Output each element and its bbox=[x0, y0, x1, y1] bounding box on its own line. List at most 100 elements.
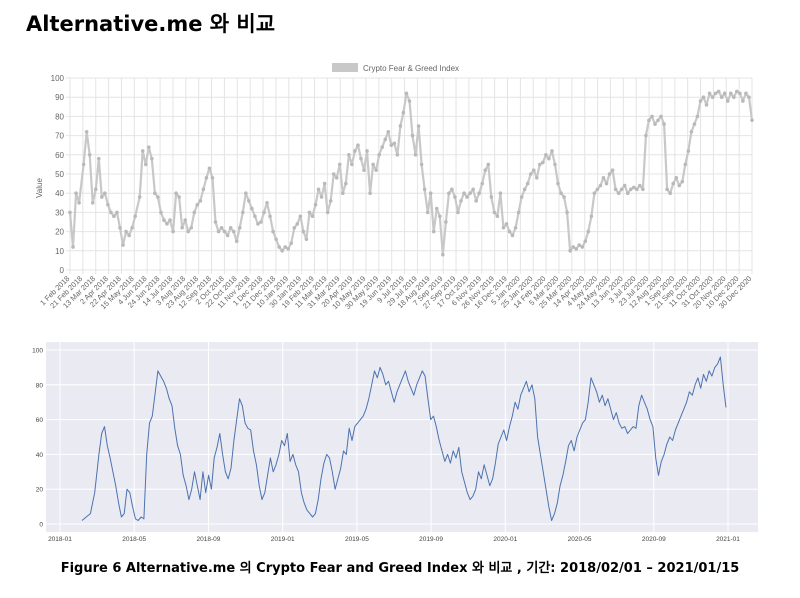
chart1-point bbox=[489, 195, 494, 199]
chart1-point bbox=[444, 220, 448, 224]
chart1-point bbox=[237, 225, 242, 230]
chart1-point bbox=[401, 110, 406, 115]
chart1-point bbox=[547, 156, 551, 161]
chart1-point bbox=[710, 95, 715, 99]
chart2-xtick-label: 2020-01 bbox=[493, 536, 517, 543]
chart1-point bbox=[598, 183, 603, 188]
chart1-point bbox=[344, 181, 348, 186]
chart1-point bbox=[716, 89, 721, 94]
chart1-point bbox=[510, 233, 515, 238]
chart1-legend-swatch bbox=[332, 63, 358, 72]
chart1-point bbox=[192, 210, 197, 215]
page-title: Alternative.me 와 비교 bbox=[26, 12, 276, 36]
chart2-xtick-label: 2019-09 bbox=[419, 536, 443, 543]
chart1-point bbox=[453, 195, 457, 199]
chart1-point bbox=[441, 252, 445, 257]
chart1-point bbox=[325, 210, 330, 215]
chart1-point bbox=[613, 187, 618, 192]
chart2-xtick-label: 2021-01 bbox=[716, 536, 740, 543]
chart1-point bbox=[253, 214, 257, 219]
chart1-ytick-label: 10 bbox=[55, 247, 64, 256]
chart1-point bbox=[519, 195, 524, 199]
chart1-point bbox=[274, 237, 278, 242]
chart1-ylabel: Value bbox=[35, 178, 44, 198]
chart1-point bbox=[719, 95, 724, 99]
chart1-point bbox=[607, 172, 612, 176]
chart1-point bbox=[486, 162, 491, 167]
chart1-point bbox=[295, 222, 300, 226]
chart1-point bbox=[334, 176, 339, 180]
chart1-point bbox=[653, 122, 657, 126]
chart1-point bbox=[356, 143, 360, 147]
chart1-point bbox=[701, 95, 706, 99]
chart1-point bbox=[683, 162, 688, 167]
chart1-point bbox=[656, 118, 660, 123]
chart1-point bbox=[507, 229, 512, 234]
chart1-point bbox=[695, 114, 700, 119]
chart1-point bbox=[465, 195, 469, 199]
chart1-point bbox=[577, 243, 582, 247]
chart1-point bbox=[616, 191, 621, 195]
chart1-point bbox=[347, 153, 351, 157]
chart1-point bbox=[559, 191, 563, 195]
chart1-point bbox=[286, 247, 291, 251]
chart1-point bbox=[459, 199, 463, 203]
chart1-point bbox=[162, 218, 166, 222]
chart2-xtick-label: 2018-09 bbox=[197, 536, 221, 543]
chart1-point bbox=[198, 199, 203, 203]
chart2-xtick-label: 2018-05 bbox=[122, 536, 146, 543]
chart2-ytick-label: 100 bbox=[32, 348, 43, 355]
chart1-point bbox=[671, 181, 675, 186]
chart1-point bbox=[74, 191, 78, 195]
chart1-point bbox=[159, 210, 163, 215]
chart1-point bbox=[538, 162, 542, 167]
chart1-point bbox=[668, 191, 672, 195]
chart1-point bbox=[641, 187, 645, 192]
chart1-point bbox=[504, 222, 509, 226]
chart1-point bbox=[492, 210, 497, 215]
chart1-point bbox=[207, 166, 212, 171]
chart1-point bbox=[316, 187, 321, 192]
chart1-point bbox=[425, 210, 430, 215]
chart1-point bbox=[544, 153, 548, 157]
chart1-point bbox=[474, 199, 478, 203]
chart1-ytick-label: 20 bbox=[55, 228, 64, 237]
chart1-point bbox=[437, 214, 442, 219]
chart1-point bbox=[704, 103, 709, 107]
chart1-point bbox=[186, 229, 191, 234]
chart2-y-axis: 0 20 40 60 80 100 bbox=[32, 348, 43, 529]
chart1-point bbox=[692, 122, 697, 126]
chart1-point bbox=[115, 210, 119, 215]
chart1-point bbox=[81, 162, 86, 167]
chart1-point bbox=[180, 225, 184, 230]
chart1-point bbox=[674, 176, 679, 180]
chart1-point bbox=[143, 162, 148, 167]
chart1-point bbox=[265, 201, 269, 205]
chart1-point bbox=[610, 168, 615, 172]
chart1-point bbox=[498, 191, 503, 195]
chart1-point bbox=[222, 229, 227, 234]
chart1-point bbox=[153, 191, 157, 195]
chart1-point bbox=[574, 247, 578, 251]
chart1-point bbox=[256, 222, 260, 226]
chart1-point bbox=[280, 249, 284, 253]
chart1-point bbox=[413, 153, 418, 157]
chart1-point bbox=[534, 176, 539, 180]
chart1-point bbox=[562, 195, 566, 199]
chart1-point bbox=[407, 99, 412, 103]
chart1-point bbox=[516, 210, 521, 215]
chart1-point bbox=[100, 195, 104, 199]
chart1-point bbox=[331, 172, 336, 176]
chart1-point bbox=[680, 179, 685, 184]
chart2-xtick-label: 2018-01 bbox=[48, 536, 72, 543]
chart1-ytick-label: 60 bbox=[55, 151, 64, 160]
chart2-grid bbox=[46, 342, 758, 532]
chart2-ytick-label: 60 bbox=[36, 417, 44, 424]
chart1-point bbox=[631, 185, 636, 190]
chart1-point bbox=[483, 168, 488, 172]
chart1-point bbox=[659, 114, 663, 119]
chart1-point bbox=[177, 195, 181, 199]
chart1-point bbox=[525, 181, 530, 186]
